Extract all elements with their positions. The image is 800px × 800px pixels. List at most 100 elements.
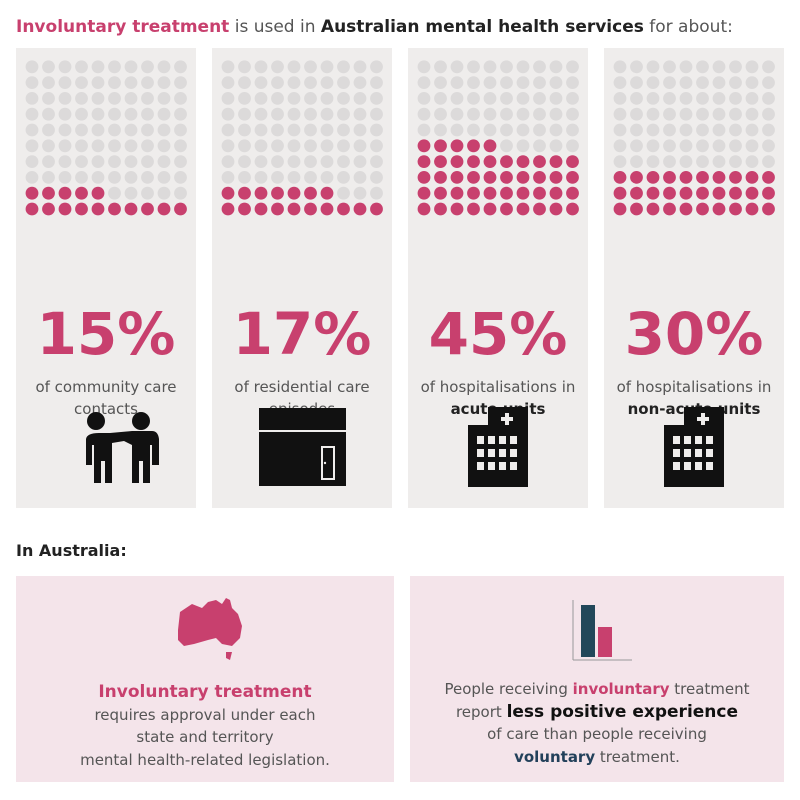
filled-dot	[434, 155, 447, 168]
empty-dot	[320, 155, 334, 168]
icon-shape	[499, 462, 506, 470]
icon-shape	[695, 436, 702, 444]
panel-text: Involuntary treatment requires approval u…	[16, 681, 394, 771]
empty-dot	[157, 76, 171, 89]
empty-dot	[320, 76, 334, 89]
empty-dot	[450, 123, 464, 137]
empty-dot	[500, 76, 513, 89]
empty-dot	[141, 60, 154, 74]
filled-dot	[450, 139, 464, 153]
text-segment: of community care	[35, 378, 177, 396]
empty-dot	[124, 123, 138, 137]
description: of community care contacts	[16, 376, 196, 420]
empty-dot	[75, 92, 88, 105]
waffle	[221, 60, 383, 216]
empty-dot	[483, 123, 497, 137]
empty-dot	[646, 60, 660, 74]
empty-dot	[353, 92, 367, 105]
empty-dot	[745, 60, 759, 74]
empty-dot	[450, 92, 464, 105]
empty-dot	[370, 155, 383, 168]
empty-dot	[271, 92, 284, 105]
filled-dot	[320, 186, 334, 200]
empty-dot	[221, 60, 235, 74]
text-segment: treatment.	[599, 747, 680, 766]
filled-dot	[679, 202, 693, 216]
empty-dot	[108, 139, 121, 153]
empty-dot	[42, 76, 55, 89]
empty-dot	[75, 60, 88, 74]
empty-dot	[108, 186, 121, 200]
empty-dot	[108, 60, 121, 74]
panel-line: Involuntary treatment	[16, 681, 394, 704]
filled-dot	[320, 202, 334, 216]
empty-dot	[254, 139, 268, 153]
empty-dot	[58, 123, 72, 137]
filled-dot	[613, 202, 627, 216]
empty-dot	[124, 107, 138, 121]
empty-dot	[320, 171, 334, 184]
icon-shape	[468, 407, 528, 487]
empty-dot	[663, 155, 676, 168]
empty-dot	[337, 76, 350, 89]
empty-dot	[124, 60, 138, 74]
description-line: of residential care	[212, 376, 392, 398]
empty-dot	[254, 123, 268, 137]
empty-dot	[417, 123, 431, 137]
empty-dot	[58, 92, 72, 105]
empty-dot	[304, 76, 317, 89]
empty-dot	[108, 171, 121, 184]
empty-dot	[630, 155, 643, 168]
filled-dot	[467, 202, 480, 216]
filled-dot	[221, 186, 235, 200]
empty-dot	[483, 60, 497, 74]
empty-dot	[157, 139, 171, 153]
empty-dot	[434, 76, 447, 89]
empty-dot	[287, 60, 301, 74]
icon-shape	[664, 407, 724, 487]
filled-dot	[238, 186, 251, 200]
text-segment: of residential care	[234, 378, 370, 396]
empty-dot	[762, 123, 775, 137]
empty-dot	[254, 60, 268, 74]
filled-dot	[712, 171, 726, 184]
empty-dot	[549, 139, 563, 153]
empty-dot	[91, 123, 105, 137]
empty-dot	[630, 139, 643, 153]
empty-dot	[337, 123, 350, 137]
text-segment: mental health-related legislation.	[80, 750, 330, 769]
empty-dot	[500, 123, 513, 137]
filled-dot	[467, 139, 480, 153]
description-line: of hospitalisations in	[408, 376, 588, 398]
empty-dot	[221, 139, 235, 153]
filled-dot	[271, 202, 284, 216]
empty-dot	[75, 107, 88, 121]
empty-dot	[516, 76, 530, 89]
filled-dot	[533, 155, 546, 168]
filled-dot	[646, 186, 660, 200]
empty-dot	[516, 123, 530, 137]
empty-dot	[663, 107, 676, 121]
filled-dot	[124, 202, 138, 216]
empty-dot	[745, 92, 759, 105]
empty-dot	[745, 139, 759, 153]
empty-dot	[91, 155, 105, 168]
icon-shape	[501, 413, 513, 425]
percent: 30%	[624, 300, 764, 368]
empty-dot	[254, 171, 268, 184]
filled-dot	[745, 202, 759, 216]
filled-dot	[304, 202, 317, 216]
empty-dot	[287, 155, 301, 168]
filled-dot	[174, 202, 187, 216]
empty-dot	[566, 123, 579, 137]
icon-shape	[684, 436, 691, 444]
empty-dot	[549, 76, 563, 89]
filled-dot	[566, 171, 579, 184]
empty-dot	[762, 139, 775, 153]
empty-dot	[613, 107, 627, 121]
filled-dot	[613, 171, 627, 184]
empty-dot	[271, 76, 284, 89]
panel-line: state and territory	[16, 726, 394, 749]
empty-dot	[712, 123, 726, 137]
empty-dot	[304, 171, 317, 184]
